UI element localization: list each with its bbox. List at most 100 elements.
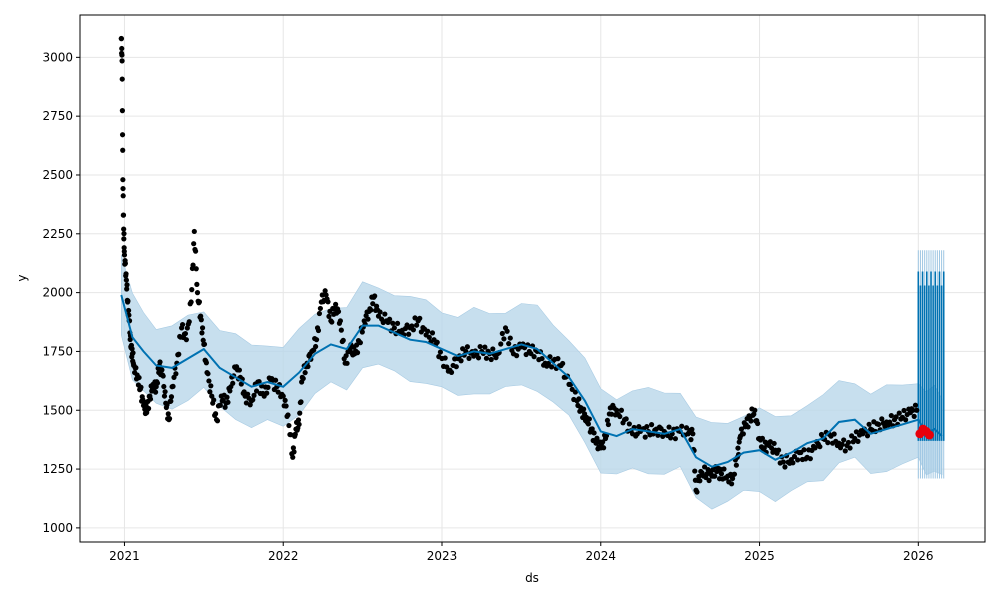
observed-point	[769, 445, 775, 451]
observed-point	[586, 416, 592, 422]
observed-point	[186, 319, 192, 325]
observed-point	[911, 413, 917, 419]
highlight-point	[924, 430, 934, 440]
observed-point	[290, 445, 296, 451]
observed-point	[130, 350, 136, 356]
observed-point	[696, 473, 702, 480]
observed-point	[490, 346, 496, 352]
observed-point	[292, 431, 298, 437]
observed-point	[329, 319, 335, 325]
observed-point	[410, 327, 417, 333]
observed-point	[755, 420, 761, 427]
observed-point	[434, 339, 440, 345]
observed-point	[626, 421, 632, 427]
observed-point	[504, 328, 510, 334]
observed-point	[200, 337, 206, 343]
observed-point	[801, 447, 807, 453]
observed-point	[209, 393, 215, 399]
observed-point	[548, 364, 555, 370]
y-tick-label: 2000	[42, 286, 73, 300]
observed-point	[594, 435, 600, 441]
observed-point	[208, 383, 214, 389]
observed-point	[118, 36, 125, 42]
observed-point	[138, 384, 144, 390]
observed-point	[866, 421, 872, 427]
observed-point	[129, 346, 135, 352]
observed-point	[845, 439, 852, 446]
observed-point	[706, 477, 712, 484]
observed-point	[212, 411, 219, 417]
observed-point	[154, 380, 161, 386]
observed-point	[817, 444, 823, 450]
observed-point	[313, 343, 319, 350]
observed-point	[192, 248, 199, 254]
observed-point	[499, 330, 505, 337]
observed-point	[888, 412, 894, 419]
observed-point	[164, 402, 170, 408]
observed-point	[740, 431, 746, 437]
observed-point	[247, 402, 253, 408]
observed-point	[122, 260, 129, 267]
observed-point	[193, 266, 199, 272]
observed-point	[205, 371, 211, 377]
forecast-region	[917, 250, 945, 479]
observed-point	[201, 341, 208, 347]
observed-point	[370, 301, 376, 307]
observed-point	[831, 431, 837, 437]
observed-point	[179, 321, 186, 328]
observed-point	[338, 327, 344, 333]
observed-point	[847, 445, 853, 451]
observed-point	[253, 388, 260, 394]
observed-point	[842, 448, 848, 454]
observed-point	[617, 413, 623, 420]
observed-point	[876, 421, 882, 427]
observed-point	[903, 417, 909, 423]
observed-point	[286, 422, 292, 429]
observed-point	[222, 404, 228, 410]
observed-point	[448, 369, 455, 375]
observed-point	[296, 421, 302, 427]
observed-point	[690, 431, 696, 437]
observed-point	[189, 287, 195, 293]
observed-point	[425, 328, 431, 334]
y-tick-label: 1000	[42, 521, 73, 535]
observed-point	[280, 393, 286, 399]
observed-point	[453, 364, 459, 370]
observed-point	[161, 393, 168, 399]
observed-point	[120, 177, 126, 183]
observed-point	[604, 417, 611, 424]
observed-point	[531, 354, 537, 360]
trend-polyline	[120, 294, 943, 468]
observed-point	[614, 407, 620, 413]
observed-point	[125, 307, 132, 314]
observed-point	[152, 389, 159, 395]
observed-point	[506, 341, 512, 347]
observed-point	[283, 403, 289, 409]
y-tick-label: 2500	[42, 168, 73, 182]
observed-point	[694, 489, 700, 495]
observed-point	[313, 337, 320, 343]
observed-point	[119, 76, 125, 82]
observed-point	[855, 438, 861, 444]
observed-point	[168, 394, 175, 400]
observed-point	[199, 330, 205, 336]
observed-point	[825, 440, 831, 446]
observed-point	[751, 411, 757, 417]
trend-line	[120, 294, 943, 468]
observed-point	[214, 418, 221, 424]
observed-point	[295, 417, 302, 423]
y-tick-label: 1750	[42, 344, 73, 358]
observed-point	[391, 325, 397, 331]
observed-point	[488, 356, 494, 363]
observed-point	[160, 373, 166, 379]
x-axis-ticks: 2021 2022 2023 2024 2025 2026	[109, 542, 934, 563]
observed-point	[136, 374, 142, 381]
observed-point	[325, 299, 331, 305]
observed-point	[442, 355, 448, 361]
observed-point	[498, 341, 504, 347]
observed-point	[507, 335, 513, 341]
observed-point	[394, 320, 401, 326]
observed-point	[124, 286, 130, 292]
observed-point	[188, 299, 194, 305]
observed-point	[618, 407, 625, 413]
